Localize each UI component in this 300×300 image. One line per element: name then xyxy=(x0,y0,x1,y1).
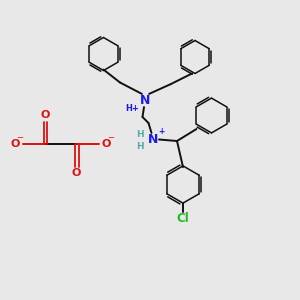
Text: H: H xyxy=(136,130,144,139)
Text: −: − xyxy=(107,133,115,142)
Text: O: O xyxy=(72,168,81,178)
Text: −: − xyxy=(16,133,23,142)
Text: O: O xyxy=(102,139,111,149)
Text: H: H xyxy=(136,142,144,151)
Text: N: N xyxy=(148,133,158,146)
Text: N: N xyxy=(140,94,151,107)
Text: Cl: Cl xyxy=(177,212,189,225)
Text: O: O xyxy=(10,139,20,149)
Text: O: O xyxy=(40,110,50,120)
Text: H+: H+ xyxy=(125,104,139,113)
Text: +: + xyxy=(158,128,164,136)
